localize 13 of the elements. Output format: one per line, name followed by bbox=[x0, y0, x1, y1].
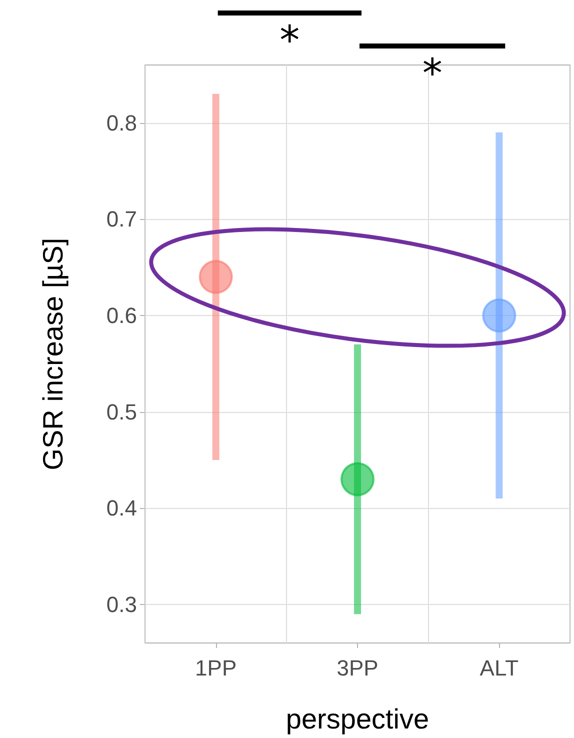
y-tick-label: 0.3 bbox=[106, 592, 137, 617]
x-tick-label: ALT bbox=[480, 656, 519, 680]
y-axis-title: GSR increase [µS] bbox=[38, 238, 68, 470]
x-axis-title: perspective bbox=[286, 704, 430, 734]
y-tick-label: 0.5 bbox=[106, 399, 137, 424]
y-tick-label: 0.6 bbox=[106, 302, 137, 328]
y-tick-label: 0.7 bbox=[106, 206, 137, 232]
annotation: * bbox=[422, 51, 442, 97]
y-tick-label: 0.4 bbox=[106, 496, 137, 521]
x-tick-label: 3PP bbox=[336, 656, 378, 680]
x-tick-label: 1PP bbox=[195, 656, 237, 680]
y-tick-label: 0.8 bbox=[106, 110, 137, 136]
text: * bbox=[280, 18, 300, 64]
